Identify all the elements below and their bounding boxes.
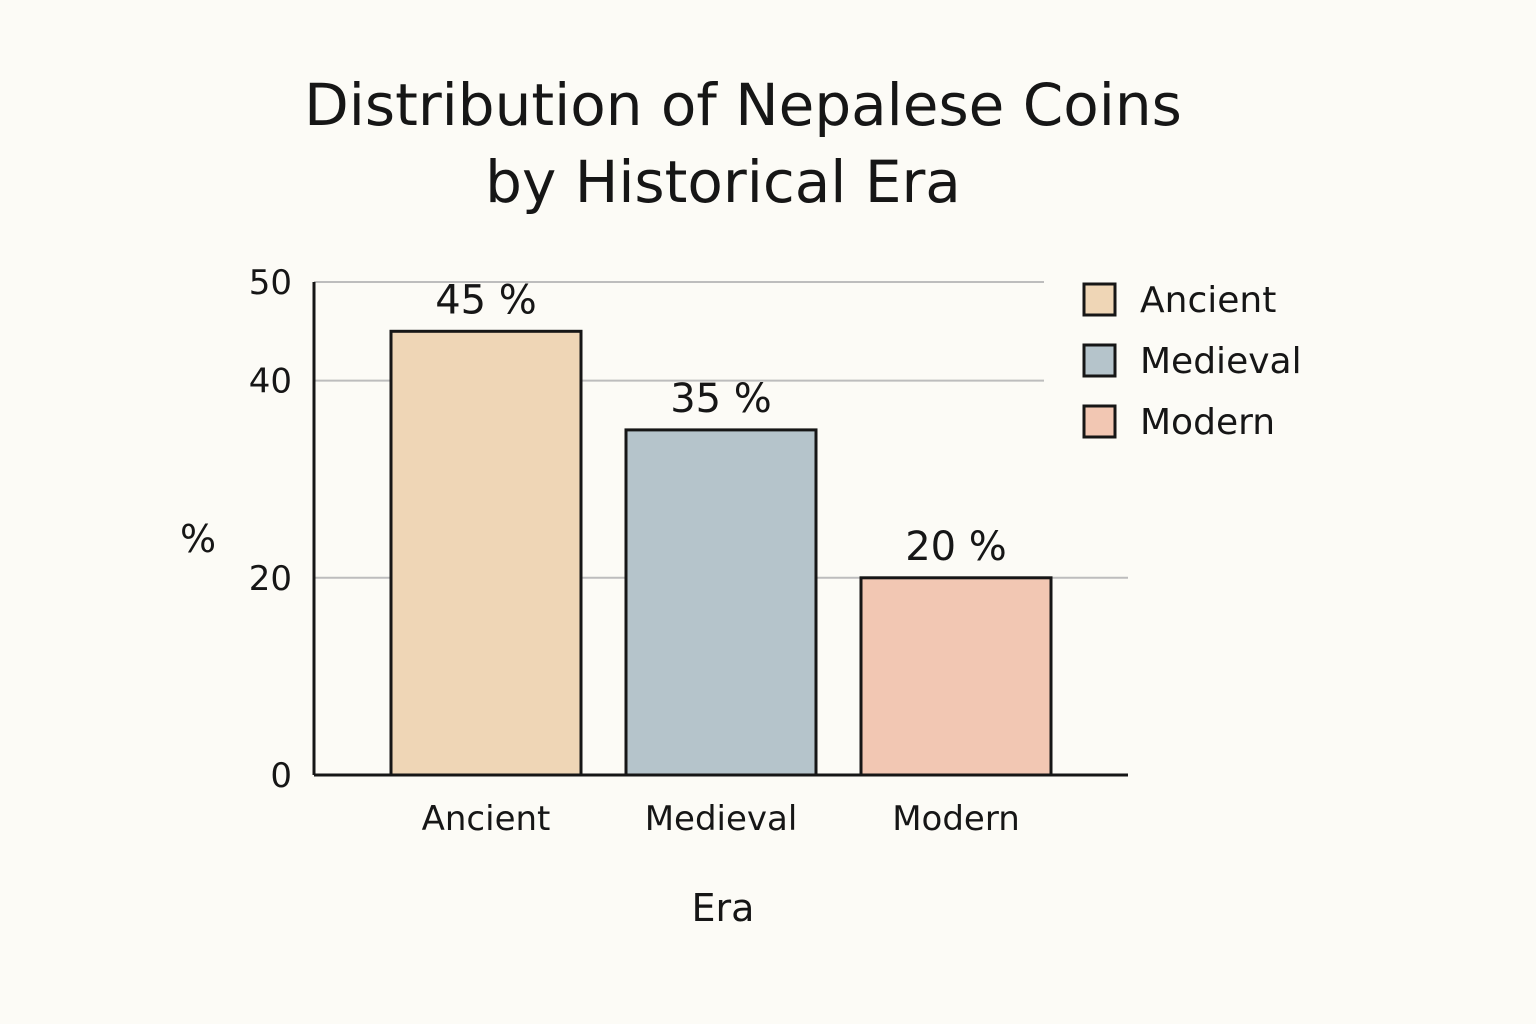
y-tick-labels: 0 20 40 50 [249, 263, 292, 796]
x-tick-labels: Ancient Medieval Modern [422, 799, 1020, 839]
chart-title-line-1: Distribution of Nepalese Coins [304, 71, 1182, 139]
legend-label-ancient: Ancient [1140, 280, 1276, 321]
legend: Ancient Medieval Modern [1082, 280, 1302, 443]
y-tick-label-0: 0 [270, 756, 292, 796]
bar-medieval [624, 428, 818, 777]
x-tick-label-ancient: Ancient [422, 799, 551, 839]
bar-modern [859, 576, 1053, 777]
y-axis-label: % [180, 517, 216, 561]
y-tick-label-40: 40 [249, 362, 292, 402]
value-label-modern: 20 % [905, 524, 1007, 570]
x-tick-label-medieval: Medieval [645, 799, 798, 839]
legend-swatch-medieval [1082, 343, 1117, 378]
bar-ancient [389, 329, 583, 777]
x-axis-label: Era [692, 886, 755, 930]
value-labels: 45 % 35 % 20 % [435, 277, 1007, 570]
chart-title-line-2: by Historical Era [485, 148, 961, 216]
legend-swatch-modern [1082, 404, 1117, 439]
legend-swatch-ancient [1082, 282, 1117, 317]
value-label-ancient: 45 % [435, 277, 537, 323]
y-tick-label-50: 50 [249, 263, 292, 303]
value-label-medieval: 35 % [670, 376, 772, 422]
x-tick-label-modern: Modern [892, 799, 1020, 839]
chart-title: Distribution of Nepalese Coins by Histor… [304, 71, 1182, 216]
axes [312, 282, 1128, 777]
legend-label-modern: Modern [1140, 402, 1275, 443]
y-tick-label-20: 20 [249, 559, 292, 599]
legend-label-medieval: Medieval [1140, 341, 1302, 382]
bars [389, 329, 1053, 777]
